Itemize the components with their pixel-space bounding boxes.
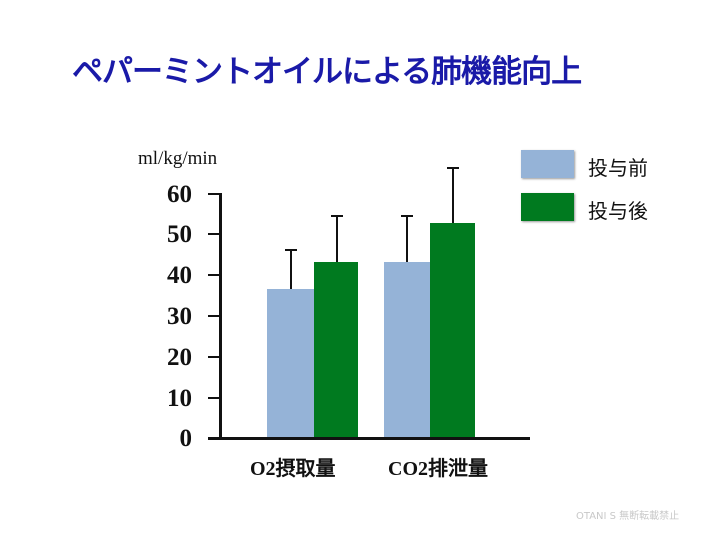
y-axis-line — [219, 193, 222, 439]
error-cap — [447, 167, 459, 169]
x-axis-line — [208, 437, 530, 440]
y-tick — [208, 233, 220, 235]
y-tick-label: 30 — [167, 303, 192, 330]
y-tick-label: 60 — [167, 181, 192, 208]
error-cap — [401, 215, 413, 217]
error-cap — [331, 215, 343, 217]
legend-label: 投与後 — [588, 199, 648, 223]
error-bar — [336, 216, 338, 263]
legend-swatch-before — [521, 150, 574, 178]
y-tick-label: 10 — [167, 385, 192, 412]
legend-swatch-after — [521, 193, 574, 221]
page-title: ペパーミントオイルによる肺機能向上 — [72, 54, 582, 90]
legend-label: 投与前 — [588, 156, 648, 180]
error-bar — [452, 168, 454, 224]
copyright-footer: OTANI S 無断転載禁止 — [576, 511, 680, 522]
bar-o2-before — [267, 289, 314, 438]
category-label: O2摂取量 — [250, 458, 336, 480]
y-tick-label: 50 — [167, 221, 192, 248]
y-tick — [208, 193, 220, 195]
y-tick — [208, 397, 220, 399]
error-cap — [285, 249, 297, 251]
bar-co2-after — [430, 223, 475, 438]
y-tick-label: 40 — [167, 262, 192, 289]
y-tick — [208, 356, 220, 358]
bar-co2-before — [384, 262, 430, 438]
error-bar — [290, 250, 292, 290]
y-tick-label: 20 — [167, 344, 192, 371]
category-label: CO2排泄量 — [388, 458, 488, 480]
bar-o2-after — [314, 262, 358, 438]
y-tick-label: 0 — [179, 425, 193, 452]
error-bar — [406, 216, 408, 263]
y-axis-unit: ml/kg/min — [138, 148, 218, 169]
y-tick — [208, 315, 220, 317]
y-tick — [208, 274, 220, 276]
